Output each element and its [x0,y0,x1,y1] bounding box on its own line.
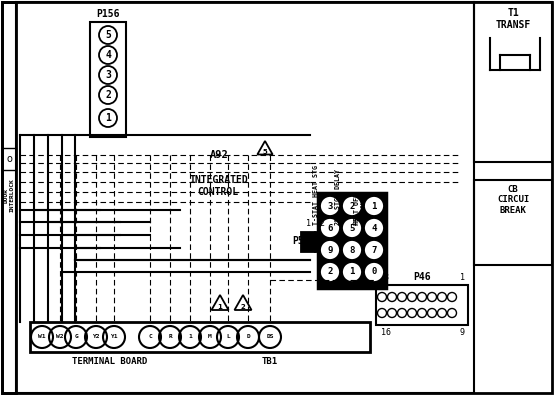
Text: DS: DS [266,335,274,339]
Text: 1: 1 [305,219,310,228]
Text: 6: 6 [327,224,333,233]
Text: 1: 1 [105,113,111,123]
Text: 1: 1 [350,267,355,276]
Text: P58: P58 [293,235,310,246]
Bar [376,285,468,325]
Circle shape [364,262,384,282]
Circle shape [320,262,340,282]
Text: 9: 9 [327,246,333,254]
Bar [474,2,552,162]
Circle shape [342,262,362,282]
Bar [90,22,126,137]
Text: 2: 2 [320,219,325,228]
Text: CB
CIRCUI
BREAK: CB CIRCUI BREAK [497,185,529,215]
Text: 8: 8 [350,246,355,254]
Text: 5: 5 [105,30,111,40]
Text: G: G [74,335,78,339]
Text: 0: 0 [371,267,377,276]
Bar [16,2,474,393]
Text: M: M [208,335,212,339]
Text: DOOR
INTERLOCK: DOOR INTERLOCK [3,178,14,212]
Text: L: L [226,335,230,339]
Bar [30,322,370,352]
Text: 2: 2 [240,304,245,310]
Text: 3: 3 [337,219,342,228]
Text: 3: 3 [327,201,333,211]
Bar [2,148,16,170]
Text: R: R [168,335,172,339]
Bar [332,226,362,236]
Text: P46: P46 [413,272,431,282]
Circle shape [364,218,384,238]
Circle shape [364,196,384,216]
Bar [2,2,16,393]
Text: 1: 1 [459,273,464,282]
Text: 8: 8 [383,273,388,282]
Text: Y2: Y2 [93,335,100,339]
Text: D: D [246,335,250,339]
Text: 4: 4 [371,224,377,233]
Circle shape [320,218,340,238]
Text: 4: 4 [105,50,111,60]
Text: 5: 5 [350,224,355,233]
Bar [347,232,361,252]
Text: C: C [148,335,152,339]
Text: 3: 3 [105,70,111,80]
Text: T1
TRANSF: T1 TRANSF [495,8,531,30]
Text: TB1: TB1 [262,357,278,366]
Text: T-STAT HEAT STG: T-STAT HEAT STG [313,165,319,225]
Text: A92: A92 [210,150,229,160]
Text: W1: W1 [38,335,46,339]
Bar [315,232,329,252]
Text: 2: 2 [350,201,355,211]
Text: P156: P156 [96,9,120,19]
Bar [474,180,552,265]
Text: 2: 2 [327,267,333,276]
Text: 2: 2 [105,90,111,100]
Text: W2: W2 [57,335,64,339]
Text: 7: 7 [371,246,377,254]
Text: INTEGRATED
CONTROL: INTEGRATED CONTROL [188,175,248,197]
Text: Y1: Y1 [110,335,118,339]
Text: TERMINAL BOARD: TERMINAL BOARD [73,357,147,366]
Bar [301,232,315,252]
Circle shape [364,240,384,260]
Circle shape [342,240,362,260]
Text: 9: 9 [459,328,464,337]
Text: HEAT OFF
DELAY: HEAT OFF DELAY [353,193,367,225]
Text: 1: 1 [371,201,377,211]
Circle shape [342,218,362,238]
Text: o: o [6,154,12,164]
Bar [333,232,347,252]
Text: 2ND STG  DELAY: 2ND STG DELAY [335,169,341,225]
Circle shape [320,196,340,216]
Text: 4: 4 [351,219,357,228]
Text: 1: 1 [188,335,192,339]
Text: 16: 16 [381,328,391,337]
Bar [318,193,386,288]
Text: 1: 1 [218,304,223,310]
Circle shape [320,240,340,260]
Text: 5: 5 [263,149,268,155]
Circle shape [342,196,362,216]
